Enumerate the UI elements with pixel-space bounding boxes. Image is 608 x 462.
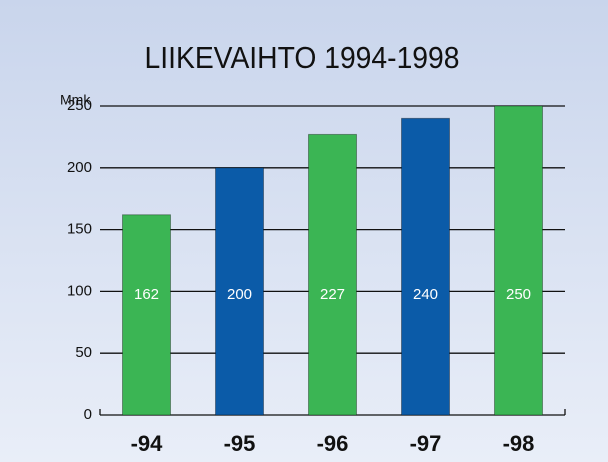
value-label: 250 [506, 286, 531, 303]
y-tick-label: 50 [75, 344, 92, 361]
y-tick-label: 200 [67, 159, 92, 176]
chart-title: LIIKEVAIHTO 1994-1998 [145, 40, 460, 75]
y-tick-label: 100 [67, 282, 92, 299]
y-tick-label: 0 [84, 406, 92, 423]
x-tick-label: -95 [224, 431, 256, 456]
bar [122, 214, 171, 416]
value-label: 162 [134, 286, 159, 303]
bar [215, 167, 264, 416]
value-label: 227 [320, 286, 345, 303]
bar [308, 133, 357, 416]
value-label: 240 [413, 286, 438, 303]
y-tick-label: 150 [67, 221, 92, 238]
x-tick-label: -96 [317, 431, 349, 456]
x-tick-label: -98 [503, 431, 535, 456]
y-tick-label: 250 [67, 97, 92, 114]
bar [401, 117, 450, 416]
y-axis-label: Mmk [60, 92, 91, 108]
value-label: 200 [227, 286, 252, 303]
bar [494, 105, 543, 416]
x-tick-label: -94 [131, 431, 164, 456]
x-tick-label: -97 [410, 431, 442, 456]
